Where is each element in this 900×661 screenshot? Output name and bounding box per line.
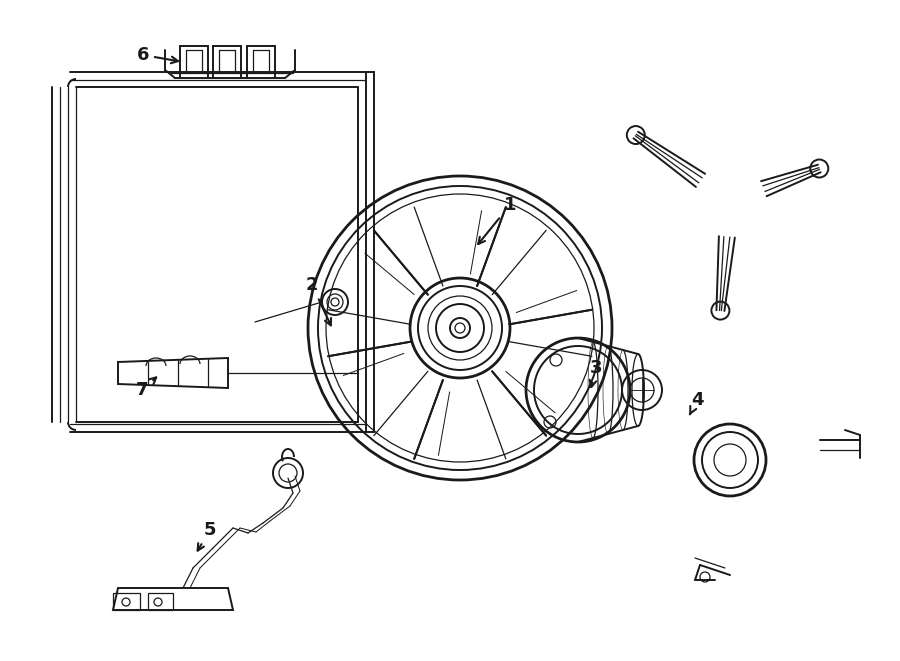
Text: 6: 6 xyxy=(137,46,178,64)
Text: 4: 4 xyxy=(689,391,703,414)
Text: 7: 7 xyxy=(136,377,157,399)
Text: 3: 3 xyxy=(590,359,602,387)
Text: 5: 5 xyxy=(198,521,216,551)
Text: 1: 1 xyxy=(478,196,517,244)
Text: 2: 2 xyxy=(306,276,331,325)
